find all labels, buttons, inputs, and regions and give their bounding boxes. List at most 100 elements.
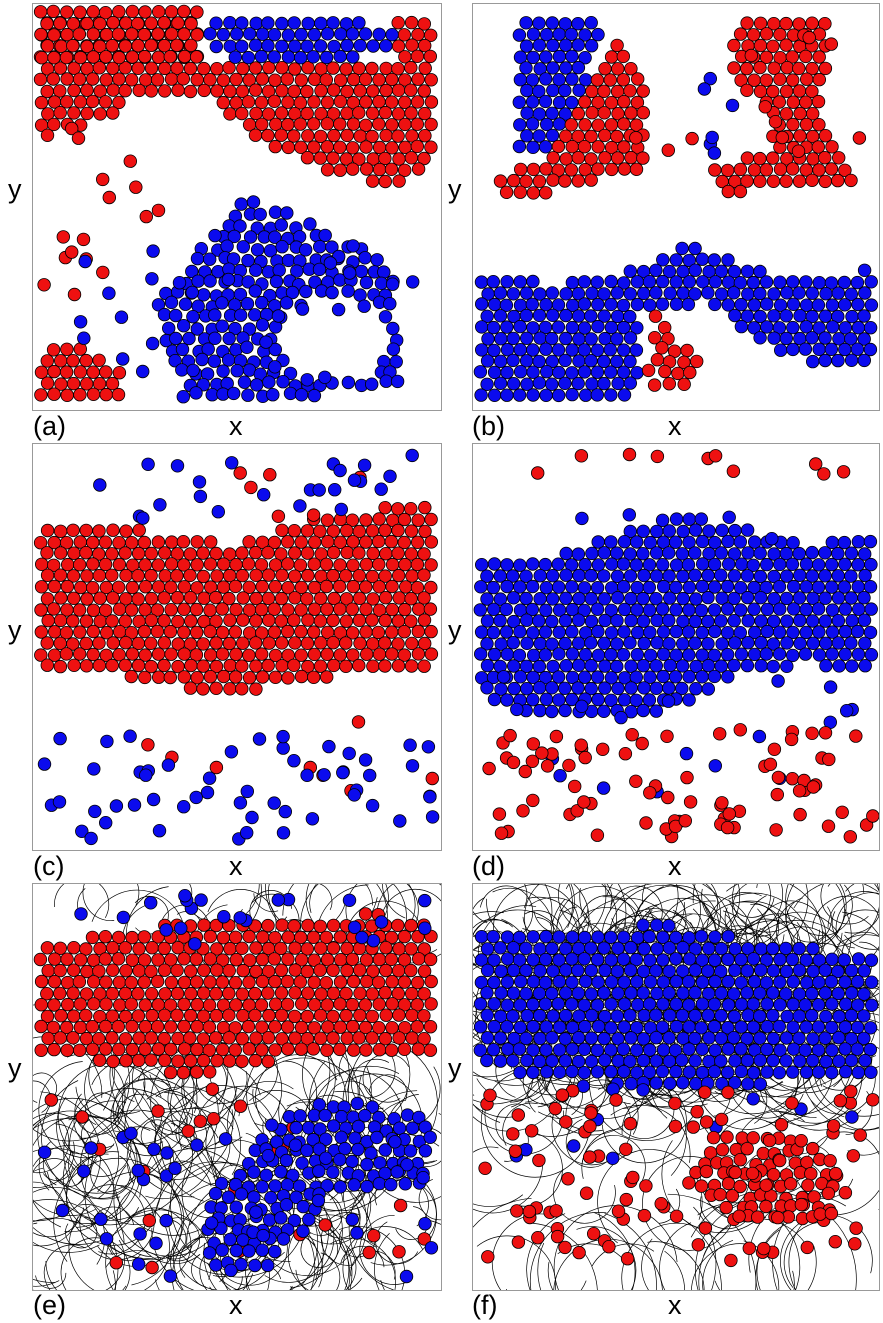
red-particle (92, 1031, 106, 1046)
red-particle (531, 1231, 545, 1245)
blue-particle (279, 1153, 294, 1168)
red-particle (294, 73, 309, 87)
blue-particle (507, 659, 521, 673)
red-particle (766, 151, 780, 165)
red-particle (577, 95, 592, 109)
red-particle (619, 1142, 633, 1157)
red-particle (40, 17, 54, 31)
red-particle (138, 5, 152, 19)
red-particle (555, 1088, 570, 1102)
red-particle (79, 614, 94, 628)
blue-particle (372, 1176, 387, 1191)
blue-particle (93, 478, 107, 492)
blue-particle (145, 272, 159, 286)
red-particle (54, 591, 68, 605)
red-particle (371, 534, 386, 549)
red-particle (823, 1154, 837, 1168)
red-particle (144, 613, 159, 628)
red-particle (262, 60, 276, 75)
red-particle (618, 747, 633, 761)
blue-particle (617, 625, 631, 639)
blue-particle (793, 613, 807, 628)
red-particle (391, 523, 405, 538)
blue-particle (747, 974, 762, 989)
blue-particle (864, 1065, 878, 1080)
trajectory-arc (659, 1222, 692, 1290)
blue-particle (283, 366, 298, 381)
blue-particle (520, 1053, 534, 1068)
blue-particle (708, 297, 722, 312)
blue-particle (473, 365, 488, 379)
blue-particle (287, 754, 301, 768)
red-particle (623, 84, 637, 98)
blue-particle (204, 1216, 219, 1230)
blue-particle (507, 681, 521, 696)
red-particle (812, 72, 827, 87)
red-particle (591, 140, 605, 154)
blue-particle (857, 1031, 871, 1046)
red-particle (525, 754, 540, 769)
blue-particle (551, 670, 566, 684)
trajectory-arc (245, 1217, 350, 1290)
red-particle (423, 1019, 438, 1034)
red-particle (196, 637, 211, 651)
trajectory-arc (547, 1226, 637, 1290)
blue-particle (577, 321, 592, 335)
trajectory-arc (329, 1237, 396, 1290)
red-particle (249, 682, 263, 696)
blue-particle (734, 997, 749, 1012)
blue-particle (493, 286, 508, 300)
blue-particle (630, 275, 645, 289)
blue-particle (221, 272, 236, 287)
blue-particle (512, 1042, 527, 1056)
blue-particle (584, 963, 599, 978)
red-particle (805, 61, 819, 76)
red-particle (367, 1229, 381, 1243)
red-particle (326, 613, 340, 628)
blue-particle (831, 636, 846, 650)
blue-particle (578, 1019, 592, 1034)
red-particle (86, 4, 100, 19)
red-particle (779, 174, 793, 188)
red-particle (209, 1031, 223, 1045)
red-particle (144, 1053, 158, 1067)
blue-particle (584, 16, 598, 30)
red-particle (384, 952, 399, 967)
red-particle (378, 569, 392, 583)
red-particle (138, 1019, 153, 1034)
red-particle (53, 941, 68, 956)
blue-particle (798, 647, 813, 661)
blue-particle (630, 647, 645, 662)
blue-particle (825, 647, 839, 661)
blue-particle (701, 286, 715, 300)
blue-particle (662, 919, 676, 933)
blue-particle (772, 579, 787, 594)
blue-particle (525, 95, 540, 109)
red-particle (535, 746, 549, 760)
red-particle (280, 72, 295, 86)
blue-particle (486, 625, 501, 640)
red-particle (65, 245, 79, 259)
red-particle (263, 468, 277, 482)
blue-particle (348, 1131, 362, 1145)
red-particle (307, 670, 321, 685)
blue-particle (149, 1236, 163, 1251)
red-particle (345, 513, 360, 527)
blue-particle (584, 39, 599, 53)
blue-particle (358, 753, 373, 767)
red-particle (616, 73, 631, 87)
blue-particle (812, 625, 826, 639)
blue-particle (211, 504, 226, 519)
blue-particle (697, 82, 712, 96)
red-particle (275, 568, 289, 583)
red-particle (93, 84, 107, 98)
red-particle (157, 61, 172, 76)
red-particle (157, 546, 172, 560)
blue-particle (474, 320, 489, 334)
red-particle (577, 139, 592, 154)
blue-particle (741, 635, 755, 650)
red-particle (288, 636, 302, 650)
blue-particle (539, 930, 553, 944)
blue-particle (174, 921, 188, 935)
red-particle (40, 128, 55, 143)
